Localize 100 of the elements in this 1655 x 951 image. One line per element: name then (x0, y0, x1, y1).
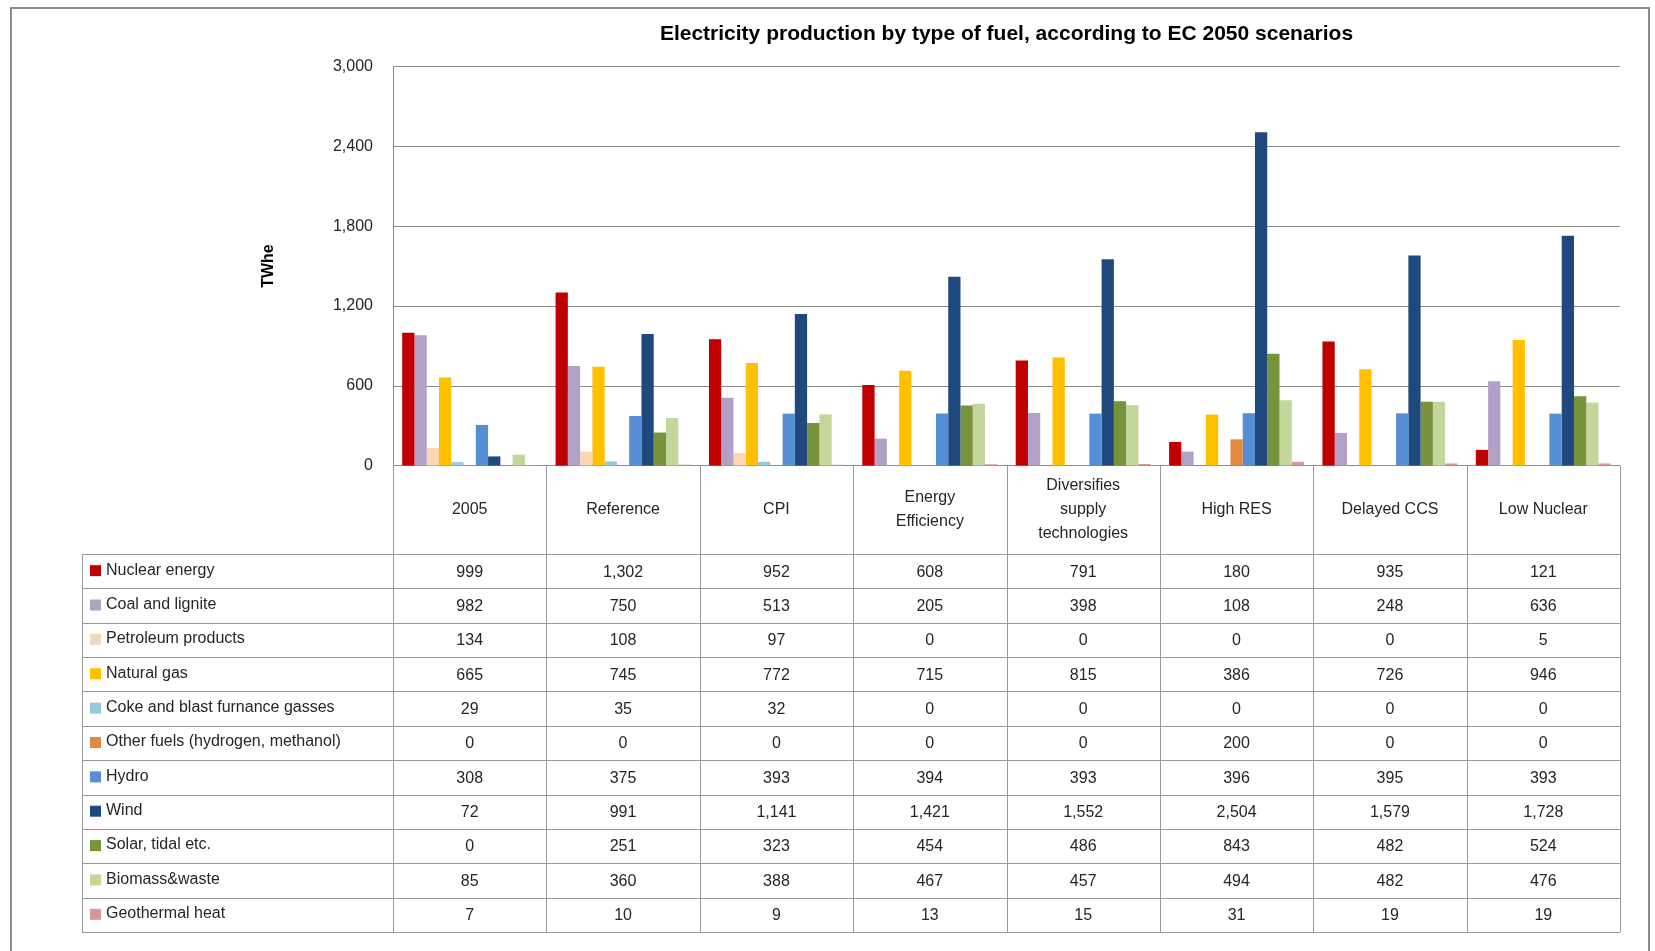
bar (1408, 255, 1421, 466)
x-tick-label: Reference (586, 500, 661, 518)
bar (721, 397, 734, 466)
data-label: 205 (916, 596, 944, 614)
bar (1420, 401, 1433, 466)
data-label: 0 (465, 837, 475, 855)
bar (475, 424, 489, 466)
bar (708, 339, 722, 466)
data-label: 982 (456, 596, 484, 614)
data-label: 121 (1529, 562, 1557, 580)
chart-title: Electricity production by type of fuel, according to EC 2050 scenarios (659, 21, 1354, 45)
bar (960, 405, 973, 466)
bar (666, 418, 679, 466)
bar (1242, 413, 1255, 466)
bar (948, 276, 961, 466)
bar (733, 453, 746, 466)
x-tick-label: Energy Efficiency (895, 488, 964, 530)
bar (1230, 439, 1243, 466)
x-tick-label: 2005 (451, 500, 488, 518)
data-label: 935 (1376, 562, 1404, 580)
bar (1488, 381, 1501, 466)
data-label: 843 (1223, 837, 1251, 855)
bar (414, 335, 427, 466)
bar (451, 462, 464, 466)
bar (1279, 400, 1292, 466)
data-label: 1,302 (603, 562, 644, 580)
data-label: 0 (1385, 734, 1395, 752)
bar (1512, 339, 1525, 466)
x-tick-label: Delayed CCS (1341, 500, 1439, 518)
data-label: 10 (614, 906, 633, 924)
data-label: 454 (916, 837, 944, 855)
y-tick-label: 1,200 (332, 296, 374, 314)
bar (567, 366, 581, 466)
bar (1254, 132, 1268, 466)
data-label: 946 (1529, 665, 1557, 683)
data-label: 0 (1385, 700, 1395, 718)
data-label: 248 (1376, 596, 1404, 614)
bar (1359, 369, 1372, 466)
data-label: 13 (920, 906, 939, 924)
legend-label: Nuclear energy (106, 560, 215, 578)
bar (819, 414, 832, 466)
bar (512, 454, 525, 466)
bar (488, 456, 501, 466)
data-label: 715 (916, 665, 944, 683)
data-label: 726 (1376, 665, 1404, 683)
data-label: 395 (1376, 768, 1404, 786)
bar (874, 438, 887, 466)
data-label: 1,421 (909, 803, 950, 821)
data-label: 97 (767, 631, 786, 649)
data-label: 0 (1078, 700, 1088, 718)
data-label: 31 (1227, 906, 1246, 924)
bar (1291, 461, 1305, 466)
bar (1432, 401, 1446, 466)
legend-label: Biomass&waste (106, 869, 220, 887)
bar (794, 313, 808, 466)
bar (1334, 432, 1347, 466)
data-label: 0 (1232, 631, 1242, 649)
data-label: 457 (1069, 871, 1097, 889)
data-label: 952 (763, 562, 790, 580)
data-label: 745 (609, 665, 637, 683)
data-label: 513 (763, 596, 790, 614)
legend-label: Coke and blast furnance gasses (106, 698, 335, 716)
data-label: 35 (614, 700, 633, 718)
bar (1396, 413, 1409, 466)
data-label: 393 (763, 768, 790, 786)
bar (1169, 442, 1182, 466)
legend-label: Petroleum products (106, 629, 245, 647)
bar (402, 332, 415, 466)
bar (592, 366, 605, 466)
data-label: 393 (1069, 768, 1097, 786)
data-label: 200 (1223, 734, 1251, 752)
bar (555, 292, 568, 466)
data-label: 999 (456, 562, 484, 580)
data-label: 393 (1529, 768, 1557, 786)
bar (641, 333, 654, 466)
bar (580, 451, 593, 466)
data-label: 0 (465, 734, 475, 752)
bar (1101, 259, 1114, 466)
data-label: 9 (771, 906, 781, 924)
data-label: 750 (609, 596, 637, 614)
data-label: 5 (1538, 631, 1548, 649)
x-tick-label: Diversifies supply technologies (1038, 476, 1129, 542)
bar (1267, 353, 1280, 466)
data-label: 85 (460, 871, 479, 889)
bar (1445, 463, 1458, 466)
data-label: 398 (1069, 596, 1097, 614)
bar (782, 413, 795, 466)
legend-label: Coal and lignite (106, 594, 217, 612)
bar (1205, 414, 1219, 466)
data-label: 608 (916, 562, 944, 580)
data-label: 815 (1069, 665, 1097, 683)
legend-label: Other fuels (hydrogen, methanol) (106, 732, 341, 750)
data-label: 0 (1538, 734, 1548, 752)
data-label: 1,579 (1369, 803, 1411, 821)
data-label: 108 (609, 631, 637, 649)
data-label: 375 (609, 768, 637, 786)
data-label: 636 (1529, 596, 1557, 614)
data-label: 15 (1074, 906, 1093, 924)
data-label: 524 (1529, 837, 1557, 855)
bar (1181, 451, 1194, 466)
